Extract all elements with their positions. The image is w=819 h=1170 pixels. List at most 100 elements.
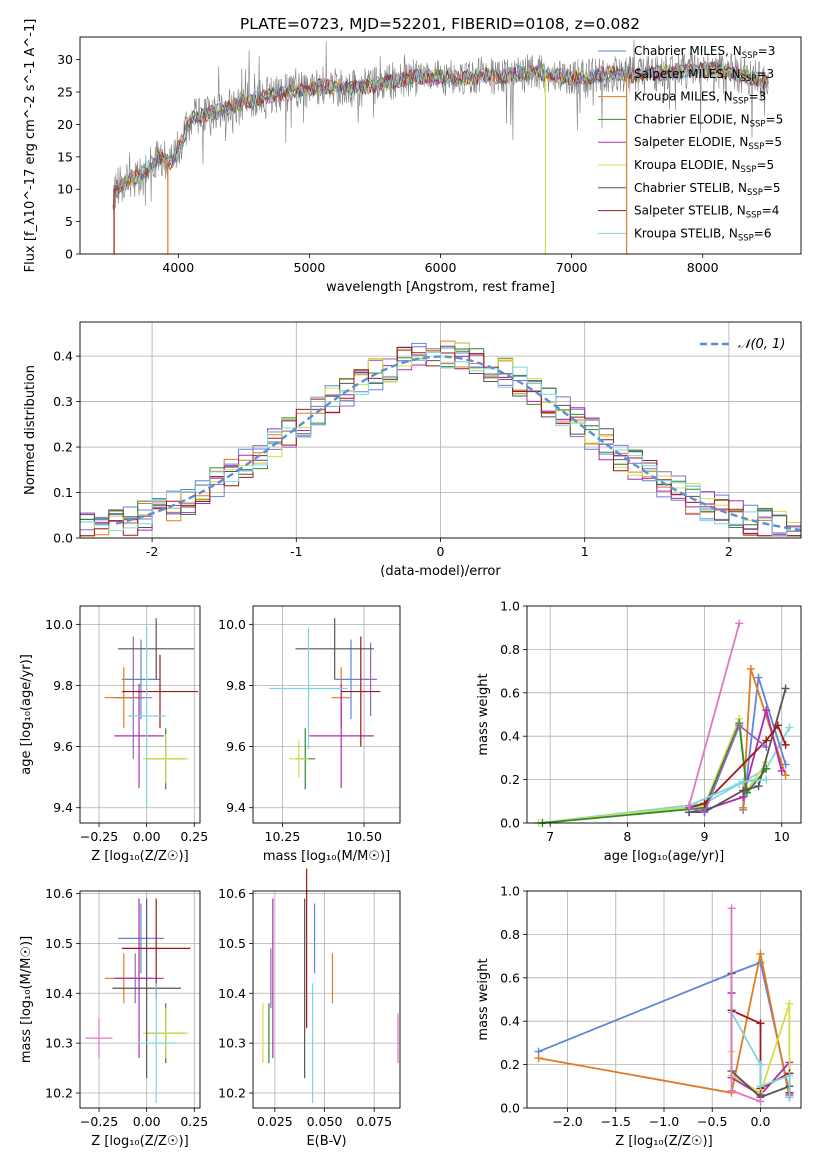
legend-sub: SSP — [747, 188, 763, 198]
legend-label: Kroupa MILES, NSSP=3 — [634, 90, 766, 107]
axes-5 — [76, 891, 200, 1112]
legend-label: Chabrier STELIB, NSSP=5 — [634, 181, 781, 198]
legend-n: =5 — [766, 112, 784, 126]
y-tick-label: 10.0 — [218, 617, 246, 632]
weight-line — [538, 718, 768, 824]
y-tick-label: 0.0 — [500, 1101, 520, 1116]
legend-n: =3 — [758, 44, 776, 58]
spectrum-model — [115, 61, 769, 191]
x-tick-label: 0 — [437, 544, 445, 559]
legend-text: Kroupa STELIB, N — [634, 226, 738, 240]
x-tick-label: 7000 — [556, 260, 588, 275]
legend-label: Chabrier ELODIE, NSSP=5 — [634, 112, 783, 129]
x-tick-label: 0.075 — [356, 1114, 392, 1129]
weight-marker — [785, 999, 794, 1008]
legend-n: =5 — [764, 135, 782, 149]
y-tick-label: 1.0 — [500, 599, 520, 614]
y-tick-label: 10.3 — [45, 1036, 73, 1051]
weight-marker — [777, 766, 786, 775]
weight-line — [542, 722, 767, 824]
axes-4 — [523, 605, 801, 827]
legend-sub: SSP — [741, 165, 757, 175]
axes-frame — [252, 605, 401, 824]
y-tick-label: 0.4 — [500, 729, 520, 744]
legend-text: Salpeter STELIB, N — [634, 204, 746, 218]
y-tick-label: 0.1 — [53, 485, 73, 500]
y-tick-label: 0.3 — [53, 394, 73, 409]
y-tick-label: 9.8 — [53, 678, 73, 693]
y-tick-label: 0.2 — [500, 772, 520, 787]
x-tick-label: −1.5 — [601, 1114, 631, 1129]
axes-frame — [526, 890, 802, 1109]
axes-6 — [249, 891, 400, 1112]
legend-sub: SSP — [746, 211, 762, 221]
y-tick-label: 10.5 — [218, 936, 246, 951]
weight-marker — [756, 1060, 765, 1069]
weight-marker — [735, 619, 744, 628]
weight-marker — [756, 949, 765, 958]
legend-n: =4 — [762, 204, 780, 218]
y-tick-label: 10.6 — [218, 886, 246, 901]
y-axis-label: mass [log₁₀(M/M☉)] — [19, 936, 34, 1063]
legend-sub: SSP — [741, 74, 757, 84]
x-axis-label: age [log₁₀(age/yr)] — [604, 849, 725, 864]
x-tick-label: 0.00 — [133, 829, 161, 844]
x-tick-label: 4000 — [162, 260, 194, 275]
x-tick-label: 8 — [623, 829, 631, 844]
y-tick-label: 0.4 — [53, 349, 73, 364]
x-tick-label: 1 — [581, 544, 589, 559]
x-tick-label: 0.25 — [180, 829, 208, 844]
y-axis-label: Flux [f_λ10^-17 erg cm^-2 s^-1 A^-1] — [23, 19, 38, 273]
legend-text: Salpeter MILES, N — [634, 67, 741, 81]
legend-text: Kroupa MILES, N — [634, 90, 733, 104]
y-tick-label: 0.2 — [500, 1057, 520, 1072]
y-tick-label: 0.0 — [53, 531, 73, 546]
x-tick-label: 9 — [701, 829, 709, 844]
figure-title: PLATE=0723, MJD=52201, FIBERID=0108, z=0… — [240, 15, 640, 33]
x-axis-label: Z [log₁₀(Z/Z☉)] — [91, 1134, 188, 1149]
legend-sub: SSP — [748, 142, 764, 152]
spectrum-model — [115, 61, 769, 195]
x-axis-label: (data-model)/error — [380, 564, 501, 579]
y-tick-label: 10.2 — [45, 1086, 73, 1101]
y-tick-label: 0.6 — [500, 685, 520, 700]
weight-marker — [756, 1097, 765, 1106]
y-tick-label: 20 — [57, 117, 73, 132]
axes-frame — [252, 890, 401, 1109]
histogram — [79, 347, 801, 538]
y-tick-label: 9.6 — [53, 739, 73, 754]
x-tick-label: 0.025 — [257, 1114, 293, 1129]
y-tick-label: 25 — [57, 85, 73, 100]
y-tick-label: 10.6 — [45, 886, 73, 901]
y-tick-label: 9.4 — [226, 800, 246, 815]
y-tick-label: 10.4 — [218, 986, 246, 1001]
legend-sub: SSP — [750, 119, 766, 129]
weight-marker — [685, 801, 694, 810]
legend-n: =3 — [749, 90, 767, 104]
x-tick-label: 2 — [725, 544, 733, 559]
y-tick-label: 0.2 — [53, 440, 73, 455]
weight-marker — [773, 721, 782, 730]
x-axis-label: wavelength [Angstrom, rest frame] — [326, 280, 555, 295]
legend-text: Kroupa ELODIE, N — [634, 158, 741, 172]
x-axis-label: mass [log₁₀(M/M☉)] — [263, 849, 390, 864]
y-tick-label: 10.0 — [45, 617, 73, 632]
axes-frame — [79, 321, 802, 539]
y-tick-label: 0.0 — [500, 816, 520, 831]
y-tick-label: 0.4 — [500, 1014, 520, 1029]
axes-3 — [249, 606, 400, 827]
y-tick-label: 15 — [57, 149, 73, 164]
x-tick-label: −0.25 — [80, 1114, 118, 1129]
axes-frame — [79, 36, 802, 255]
x-tick-label: −0.5 — [697, 1114, 727, 1129]
weight-line — [688, 723, 767, 814]
x-axis-label: E(B-V) — [306, 1134, 346, 1149]
y-axis-label: mass weight — [476, 958, 491, 1040]
y-tick-label: 30 — [57, 52, 73, 67]
weight-marker — [754, 673, 763, 682]
weight-marker — [735, 721, 744, 730]
legend-label: Chabrier MILES, NSSP=3 — [634, 44, 775, 61]
weight-marker — [746, 664, 755, 673]
y-axis-label: mass weight — [476, 673, 491, 755]
legend-label: Salpeter MILES, NSSP=3 — [634, 67, 774, 84]
